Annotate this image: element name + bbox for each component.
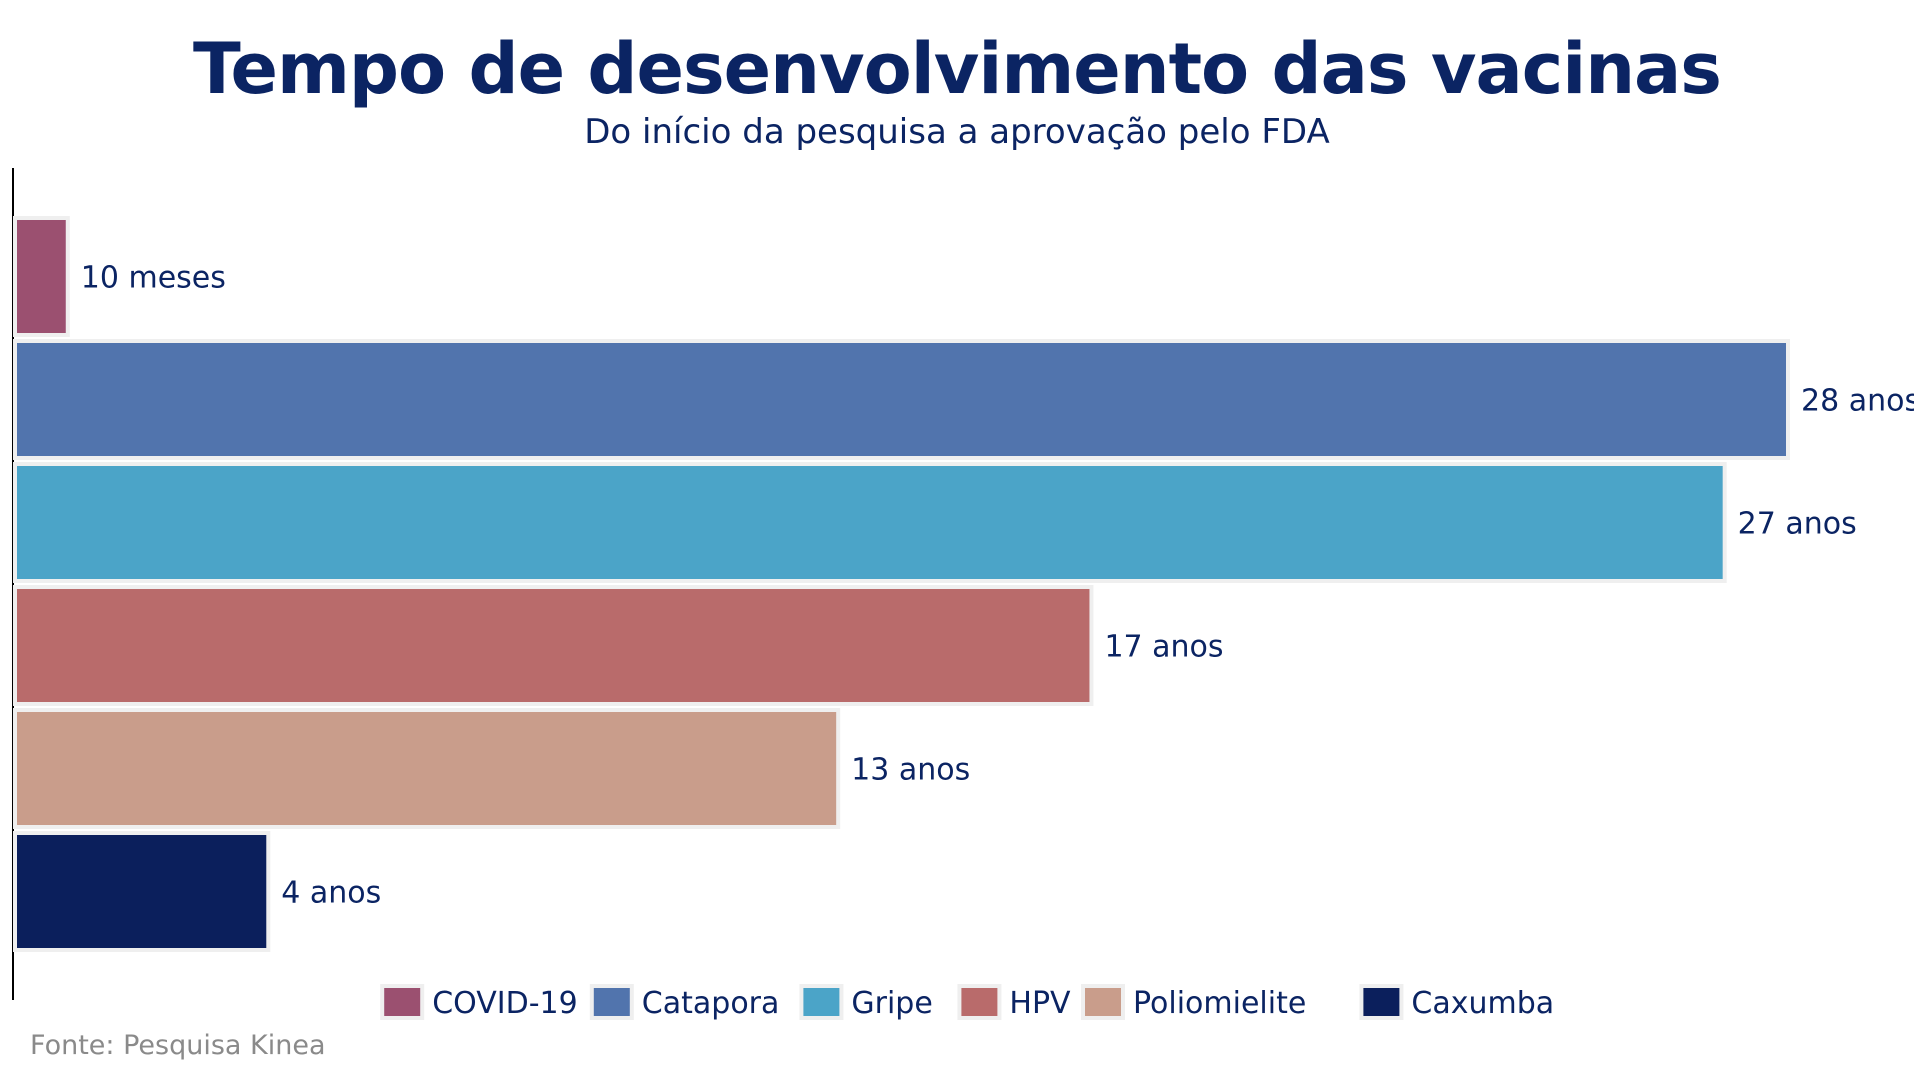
legend-swatch-catapora xyxy=(589,984,634,1020)
legend-label-catapora: Catapora xyxy=(642,986,780,1021)
legend-item-covid-19: COVID-19 xyxy=(380,984,578,1021)
chart-subtitle: Do início da pesquisa a aprovação pelo F… xyxy=(584,112,1330,152)
legend: COVID-19 Catapora Gripe HPV Poliomielite Caxu… xyxy=(380,984,1554,1021)
legend-swatch-gripe xyxy=(799,984,844,1020)
data-label-gripe: 27 anos xyxy=(1738,507,1857,542)
bar-gripe xyxy=(13,462,1727,583)
legend-item-gripe: Gripe xyxy=(799,984,933,1021)
legend-label-covid-19: COVID-19 xyxy=(432,986,578,1021)
legend-label-poliomielite: Poliomielite xyxy=(1133,986,1306,1021)
chart-title: Tempo de desenvolvimento das vacinas xyxy=(193,28,1722,110)
legend-swatch-covid-19 xyxy=(380,984,425,1020)
legend-label-caxumba: Caxumba xyxy=(1411,986,1554,1021)
legend-label-gripe: Gripe xyxy=(851,986,932,1021)
legend-swatch-hpv xyxy=(957,984,1002,1020)
legend-item-catapora: Catapora xyxy=(589,984,780,1021)
data-label-poliomielite: 13 anos xyxy=(851,753,970,788)
bar-catapora xyxy=(13,339,1790,460)
data-label-catapora: 28 anos xyxy=(1801,384,1914,419)
legend-swatch-caxumba xyxy=(1359,984,1404,1020)
bar-covid-19 xyxy=(13,216,70,337)
bars-group: 10 meses 28 anos 27 anos 17 anos 13 anos 4 an… xyxy=(13,216,1914,952)
legend-swatch-poliomielite xyxy=(1081,984,1125,1020)
legend-item-caxumba: Caxumba xyxy=(1359,984,1554,1021)
data-label-covid-19: 10 meses xyxy=(81,261,226,296)
bar-poliomielite xyxy=(13,708,841,829)
legend-label-hpv: HPV xyxy=(1009,986,1071,1021)
source-note: Fonte: Pesquisa Kinea xyxy=(30,1030,326,1061)
bar-caxumba xyxy=(13,831,271,952)
data-label-hpv: 17 anos xyxy=(1104,630,1223,665)
legend-item-hpv: HPV xyxy=(957,984,1071,1021)
data-label-caxumba: 4 anos xyxy=(281,876,381,911)
legend-item-poliomielite: Poliomielite xyxy=(1081,984,1306,1021)
bar-hpv xyxy=(13,585,1094,706)
